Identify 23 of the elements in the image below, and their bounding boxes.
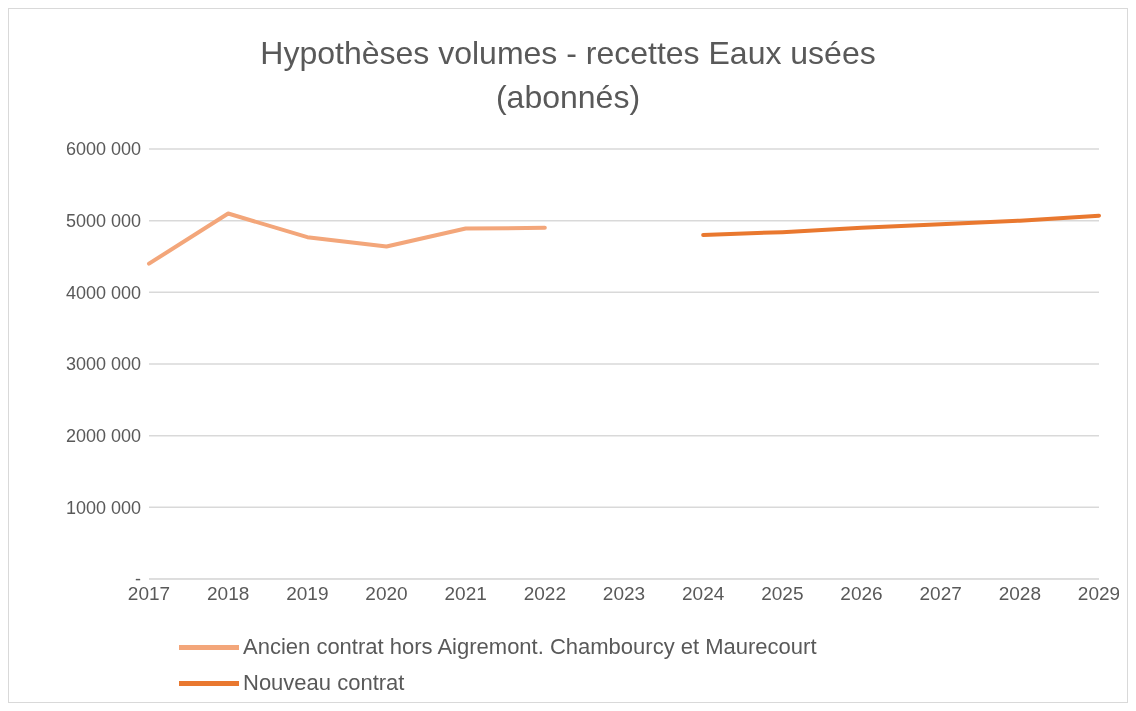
line-series — [147, 211, 547, 266]
x-tick-label: 2024 — [682, 583, 725, 605]
x-tick-label: 2026 — [840, 583, 883, 605]
x-tick-label: 2021 — [444, 583, 487, 605]
x-tick-label: 2018 — [207, 583, 250, 605]
x-tick-label: 2029 — [1077, 583, 1121, 605]
x-tick-label: 2022 — [523, 583, 566, 605]
y-tick-label: 2000 000 — [65, 426, 141, 447]
y-tick-label: 5000 000 — [65, 211, 141, 232]
legend-label: Ancien contrat hors Aigremont. Chambourcy et Maurecourt — [243, 634, 817, 660]
x-tick-label: 2023 — [602, 583, 646, 605]
x-tick-label: 2020 — [365, 583, 408, 605]
x-tick-label: 2025 — [761, 583, 804, 605]
x-tick-label: 2019 — [286, 583, 329, 605]
y-tick-label: 3000 000 — [65, 354, 141, 375]
legend-label: Nouveau contrat — [243, 670, 405, 696]
y-tick-label: 4000 000 — [65, 282, 141, 303]
line-series — [701, 213, 1101, 237]
y-tick-label: 6000 000 — [65, 139, 141, 160]
y-tick-label: 1000 000 — [65, 497, 141, 518]
x-tick-label: 2028 — [998, 583, 1041, 605]
x-tick-label: 2027 — [919, 583, 962, 605]
chart-title: Hypothèses volumes - recettes Eaux usées (abonnés) — [259, 34, 877, 117]
